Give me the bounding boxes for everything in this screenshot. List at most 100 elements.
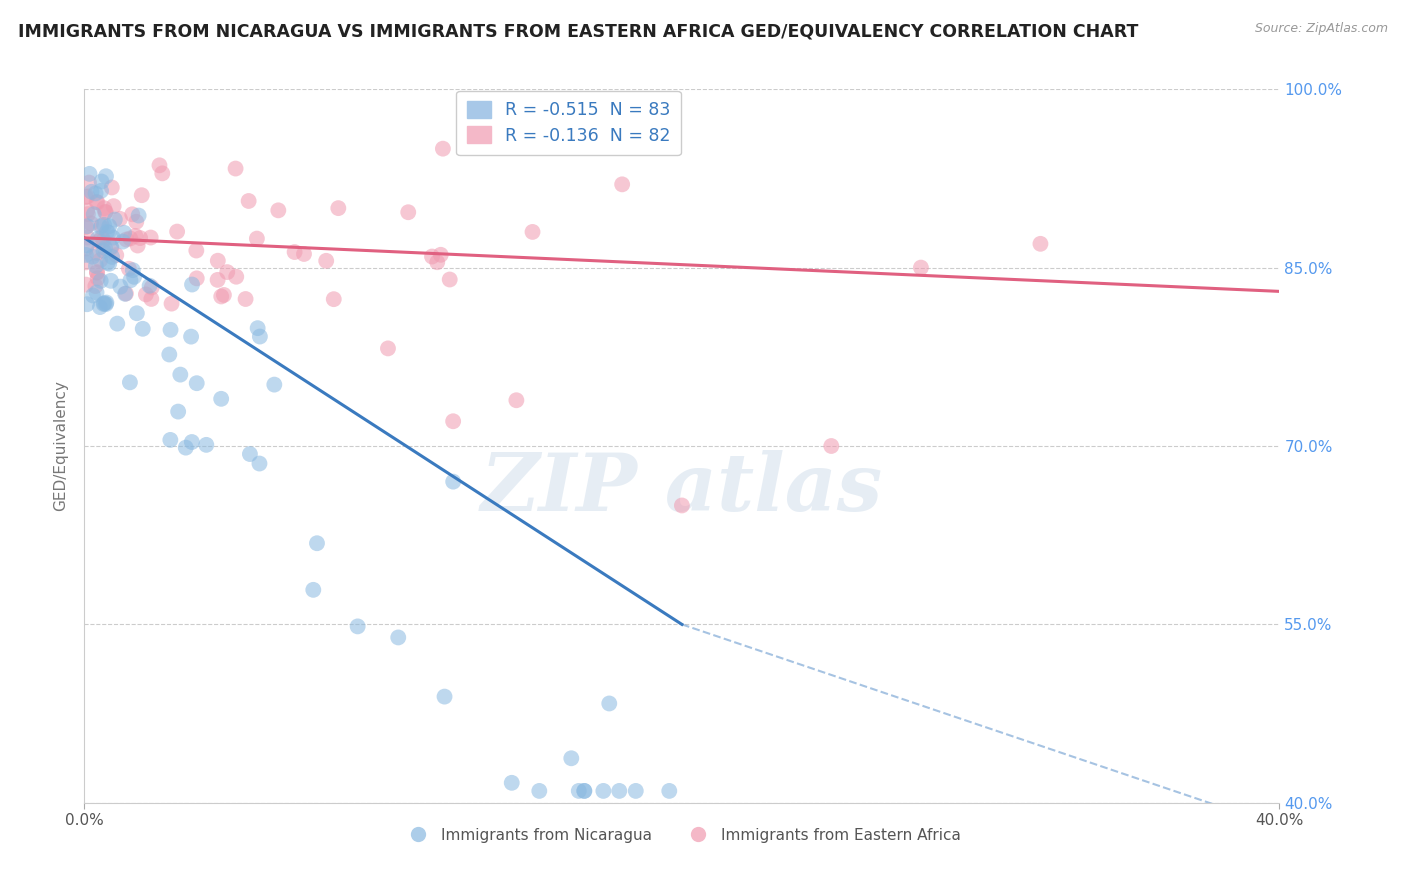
Point (87, 234, 110, 248)
Point (82, 288, 104, 302)
Point (396, 205, 419, 219)
Point (90, 174, 112, 188)
Point (132, 322, 155, 336)
Point (186, 244, 208, 258)
Point (127, 238, 149, 252)
Point (75, 248, 97, 262)
Point (93, 297, 115, 311)
Point (76, 203, 98, 218)
Y-axis label: GED/Equivalency: GED/Equivalency (53, 381, 69, 511)
Point (97, 226, 120, 240)
Point (209, 392, 232, 406)
Point (148, 158, 170, 172)
Point (93, 233, 115, 247)
Point (505, 393, 527, 408)
Legend: Immigrants from Nicaragua, Immigrants from Eastern Africa: Immigrants from Nicaragua, Immigrants fr… (396, 822, 967, 848)
Point (159, 433, 181, 447)
Point (217, 265, 239, 279)
Point (93, 244, 115, 258)
Point (86, 195, 108, 210)
Point (80, 185, 103, 199)
Point (93, 296, 115, 310)
Point (501, 776, 523, 790)
Point (121, 207, 143, 221)
Point (76, 230, 98, 244)
Point (671, 499, 693, 513)
Point (86, 271, 108, 285)
Point (624, 784, 647, 798)
Point (104, 212, 127, 227)
Point (100, 240, 122, 254)
Point (108, 211, 131, 226)
Point (432, 142, 454, 156)
Point (420, 250, 443, 264)
Point (98, 219, 121, 234)
Point (225, 161, 247, 176)
Point (138, 278, 160, 293)
Point (249, 329, 271, 343)
Point (124, 228, 146, 243)
Point (150, 166, 173, 180)
Point (121, 263, 143, 277)
Point (246, 231, 269, 245)
Point (209, 289, 232, 303)
Point (441, 414, 464, 428)
Point (129, 231, 152, 245)
Point (125, 306, 148, 320)
Point (174, 441, 197, 455)
Point (180, 435, 202, 450)
Point (76, 238, 98, 252)
Point (433, 690, 456, 704)
Point (76, 297, 98, 311)
Point (305, 536, 328, 550)
Point (292, 247, 315, 261)
Point (90, 219, 112, 233)
Point (239, 447, 262, 461)
Point (120, 231, 142, 245)
Point (529, 784, 551, 798)
Point (128, 209, 150, 223)
Point (84, 279, 107, 293)
Point (328, 201, 350, 215)
Point (141, 280, 163, 294)
Point (86, 265, 108, 279)
Point (568, 784, 591, 798)
Point (574, 784, 596, 798)
Point (315, 253, 337, 268)
Point (83, 207, 105, 221)
Point (141, 292, 163, 306)
Point (267, 203, 290, 218)
Point (84, 259, 107, 273)
Point (77, 207, 100, 221)
Point (284, 245, 307, 260)
Point (89, 300, 111, 314)
Point (167, 404, 190, 418)
Point (86, 266, 108, 280)
Point (89, 253, 111, 268)
Point (75, 220, 97, 235)
Point (139, 230, 162, 244)
Point (94, 169, 117, 184)
Point (84, 186, 107, 201)
Point (377, 342, 399, 356)
Point (93, 201, 115, 215)
Point (441, 475, 464, 489)
Point (75, 242, 97, 256)
Text: ZIP atlas: ZIP atlas (481, 450, 883, 527)
Point (166, 225, 188, 239)
Point (169, 368, 191, 382)
Point (75, 190, 97, 204)
Point (592, 784, 614, 798)
Point (91, 230, 114, 244)
Point (426, 255, 449, 269)
Point (246, 321, 269, 335)
Point (76, 219, 98, 234)
Point (94, 297, 117, 311)
Point (181, 277, 204, 292)
Point (94, 241, 117, 255)
Point (429, 248, 451, 262)
Point (1029, 236, 1052, 251)
Point (131, 188, 153, 202)
Point (100, 241, 122, 255)
Point (86, 246, 108, 260)
